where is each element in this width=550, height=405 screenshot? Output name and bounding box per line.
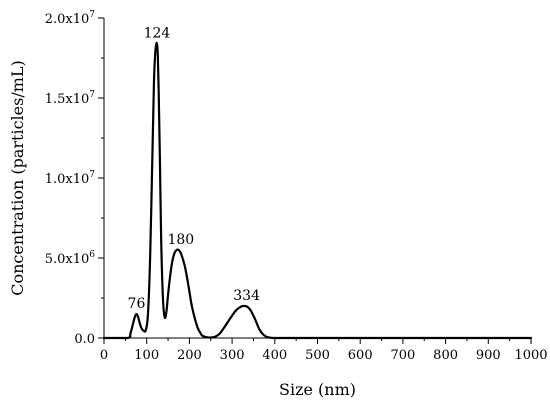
y-tick-label: 5.0x106 [45, 250, 96, 267]
x-axis-title: Size (nm) [279, 380, 356, 399]
x-tick-label: 200 [177, 348, 202, 363]
x-tick-label: 400 [262, 348, 287, 363]
peak-label: 76 [128, 296, 146, 312]
y-tick-label: 1.5x107 [45, 90, 96, 107]
peak-label: 124 [144, 26, 171, 42]
series-line [102, 41, 533, 340]
x-tick-label: 300 [220, 348, 245, 363]
x-tick-label: 900 [476, 348, 501, 363]
y-ticks: 0.0 5.0x106 1.0x107 1.5x107 2.0x107 [45, 10, 104, 347]
x-tick-label: 1000 [514, 348, 547, 363]
y-axis: 0.0 5.0x106 1.0x107 1.5x107 2.0x107 [45, 10, 105, 347]
x-tick-label: 600 [348, 348, 373, 363]
x-ticks: 0 100 200 300 400 500 600 700 800 900 1000 [100, 338, 548, 363]
y-tick-label: 1.0x107 [45, 170, 96, 187]
x-tick-label: 800 [433, 348, 458, 363]
y-tick-label: 2.0x107 [45, 10, 96, 27]
peak-label: 180 [167, 232, 194, 248]
x-tick-label: 700 [390, 348, 415, 363]
x-tick-label: 500 [305, 348, 330, 363]
x-tick-label: 100 [134, 348, 159, 363]
x-tick-label: 0 [100, 348, 108, 363]
x-axis: 0 100 200 300 400 500 600 700 800 900 1000 [100, 337, 548, 363]
peak-labels: 76 124 180 334 [128, 26, 261, 312]
peak-label: 334 [233, 288, 260, 304]
y-axis-title: Concentration (particles/mL) [8, 60, 27, 296]
y-tick-label: 0.0 [74, 332, 95, 347]
